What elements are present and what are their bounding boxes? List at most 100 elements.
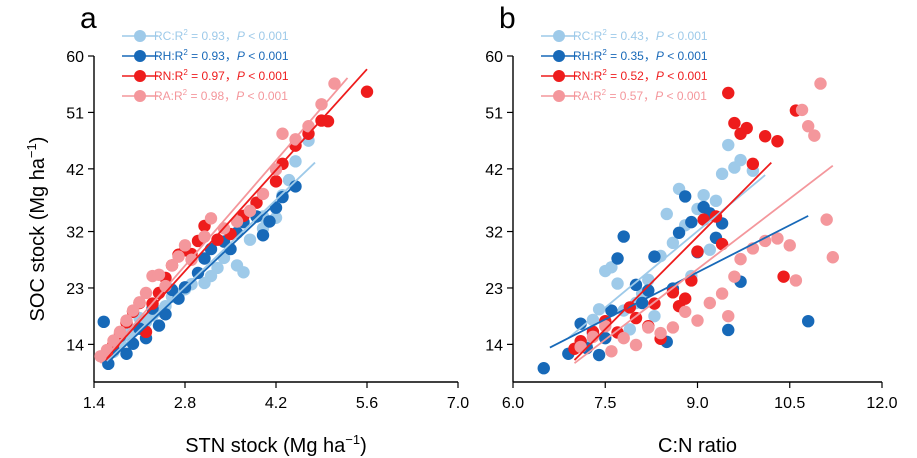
panel-label: a [80,2,97,35]
point-ra [276,127,289,140]
legend-label: RN:R2 = 0.52，P < 0.001 [573,68,708,83]
point-ra [642,321,655,334]
point-rc [722,138,735,152]
point-ra [722,309,735,323]
point-ra [574,340,587,354]
point-rh [191,266,205,280]
point-ra [178,239,192,252]
point-rh [120,347,133,360]
y-tick-label: 51 [485,105,503,122]
legend-entry-rc: RC:R2 = 0.43，P < 0.001 [541,28,708,43]
point-rc [666,236,680,250]
point-ra [808,129,821,142]
x-axis-title-exponent: −1 [345,432,360,447]
point-ra [599,320,612,333]
legend-entry-ra: RA:R2 = 0.98，P < 0.001 [122,88,288,103]
legend-marker [134,50,146,62]
point-ra [315,98,328,111]
x-axis-title-text: STN stock (Mg ha [185,435,346,457]
legend-label: RC:R2 = 0.43，P < 0.001 [573,28,708,43]
legend-r2: = 0.43， [607,29,656,43]
legend-label: RN:R2 = 0.97，P < 0.001 [154,68,289,83]
point-ra [814,77,827,90]
point-rn [321,115,335,128]
y-tick-label: 32 [485,225,503,242]
point-ra [230,215,244,228]
point-rn [629,311,643,325]
panel-label: b [499,2,516,35]
legend-superscript: 2 [183,48,188,57]
legend-p: P [656,29,664,43]
point-rc [660,207,673,221]
point-rh [642,284,655,297]
legend-entry-rc: RC:R2 = 0.93，P < 0.001 [122,28,289,43]
point-ra [617,331,630,345]
point-rn [722,86,735,100]
legend-label: RA:R2 = 0.98，P < 0.001 [154,88,288,103]
point-rc [611,277,624,290]
point-ra [629,338,643,352]
legend-label: RA:R2 = 0.57，P < 0.001 [573,88,707,103]
y-tick-label: 51 [66,105,84,122]
point-rn [697,213,710,226]
legend-superscript: 2 [602,88,607,97]
point-rh [629,278,643,292]
legend-pval: < 0.001 [664,69,708,83]
point-ra [172,250,185,263]
legend-p: P [237,69,245,83]
point-rh [102,357,115,371]
x-axis-title-close: ) [360,435,367,457]
x-tick-label: 6.0 [502,395,524,412]
x-tick-label: 7.5 [594,395,616,412]
point-ra [783,239,796,252]
x-tick-label: 5.6 [356,395,378,412]
legend-marker [553,90,565,102]
point-ra [256,187,270,201]
y-tick-label: 14 [66,337,84,354]
legend-superscript: 2 [602,68,607,77]
point-rc [243,233,257,246]
point-ra [758,234,772,248]
point-rc [623,323,637,336]
x-axis-title-text: C:N ratio [658,435,737,457]
legend-entry-rh: RH:R2 = 0.93，P < 0.001 [122,48,289,63]
fit-line-ra [573,164,834,364]
point-ra [654,326,667,340]
legend-superscript: 2 [183,88,188,97]
legend-entry-rn: RN:R2 = 0.52，P < 0.001 [541,68,708,83]
point-rc [648,309,661,323]
y-tick-label: 23 [485,281,503,298]
legend-p: P [236,89,244,103]
point-rc [734,153,747,167]
point-ra [728,270,741,283]
x-tick-label: 1.4 [83,395,105,412]
x-tick-label: 4.2 [265,395,287,412]
legend-r2: = 0.93， [188,29,237,43]
legend-marker [553,50,565,62]
point-rh [574,317,587,330]
legend-p: P [237,49,245,63]
legend-pval: < 0.001 [245,29,289,43]
legend-series-name: RH:R [154,49,184,63]
legend-pval: < 0.001 [664,29,708,43]
point-rc [703,243,716,256]
legend-series-name: RC:R [573,29,603,43]
x-tick-label: 10.5 [774,395,805,412]
legend-r2: = 0.35， [607,49,656,63]
point-rn [360,85,374,98]
point-rn [679,292,692,305]
y-axis-title-close: ) [27,137,49,144]
x-axis-title: STN stock (Mg ha−1) [185,432,367,457]
legend-marker [134,30,146,42]
point-rc [605,261,618,274]
legend-label: RC:R2 = 0.93，P < 0.001 [154,28,289,43]
legend-label: RH:R2 = 0.35，P < 0.001 [573,48,708,63]
point-rn [740,121,753,135]
x-axis-title: C:N ratio [658,435,737,457]
fit-line-rh [549,215,809,349]
point-rc [715,167,729,181]
legend-pval: < 0.001 [244,89,288,103]
point-ra [152,268,166,281]
legend-label: RH:R2 = 0.93，P < 0.001 [154,48,289,63]
